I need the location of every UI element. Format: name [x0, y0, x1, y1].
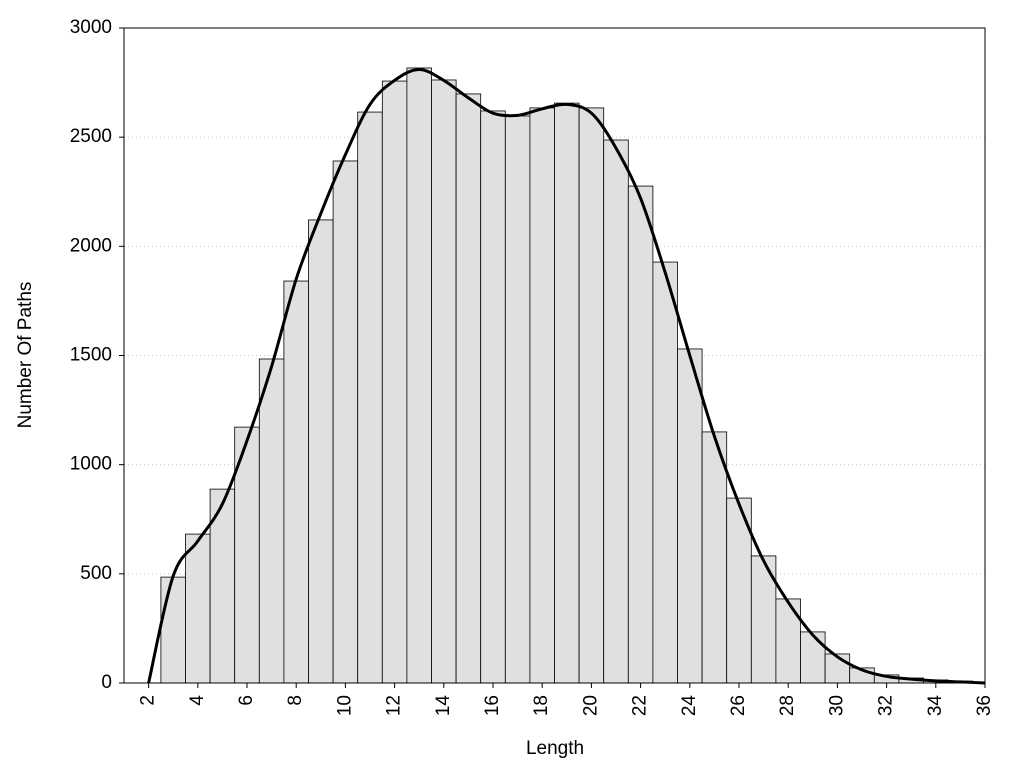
x-tick-label: 10 — [334, 695, 355, 716]
bar — [603, 139, 629, 684]
x-tick-label: 16 — [482, 695, 503, 716]
curve — [147, 67, 986, 685]
bar — [578, 107, 605, 684]
y-tick-label: 2000 — [70, 235, 112, 256]
x-tick-label: 30 — [826, 695, 847, 716]
x-tick-label: 36 — [974, 695, 995, 716]
bar — [308, 219, 334, 684]
x-tick-label: 18 — [531, 695, 552, 716]
y-tick-label: 500 — [80, 563, 112, 584]
bar — [455, 93, 482, 684]
x-tick-label: 28 — [777, 695, 798, 716]
x-tick-label: 6 — [236, 695, 257, 706]
x-tick-label: 32 — [876, 695, 897, 716]
plot-frame — [123, 27, 986, 684]
x-tick-label: 24 — [679, 695, 700, 717]
y-tick-label: 0 — [101, 672, 112, 693]
y-tick-label: 2500 — [70, 126, 112, 147]
bar — [381, 80, 408, 684]
bar — [406, 67, 432, 684]
bar — [800, 631, 826, 684]
bar — [554, 102, 580, 684]
y-tick-label: 1000 — [70, 454, 112, 475]
bar — [357, 111, 383, 684]
bar — [258, 358, 285, 684]
x-tick-label: 12 — [384, 695, 405, 716]
y-axis-label: Number Of Paths — [15, 282, 36, 429]
bar — [677, 348, 703, 684]
x-tick-label: 26 — [728, 695, 749, 716]
bar — [209, 488, 236, 684]
x-tick-label: 4 — [187, 695, 208, 706]
y-tick-label: 3000 — [70, 17, 112, 38]
bar — [160, 576, 186, 684]
bar — [431, 79, 457, 684]
x-tick-label: 2 — [138, 695, 159, 706]
x-axis-label: Length — [526, 738, 584, 759]
bar — [332, 160, 359, 684]
bar — [504, 115, 531, 684]
x-tick-label: 22 — [630, 695, 651, 716]
bar — [652, 261, 678, 684]
bar — [480, 110, 506, 684]
y-tick-label: 1500 — [70, 345, 112, 366]
x-tick-label: 34 — [925, 695, 946, 717]
bar — [627, 185, 654, 684]
bar — [775, 598, 801, 684]
bar — [529, 107, 555, 684]
bar — [185, 533, 211, 684]
x-tick-label: 14 — [433, 695, 454, 717]
x-tick-label: 8 — [285, 695, 306, 706]
x-tick-label: 20 — [580, 695, 601, 716]
bar — [701, 431, 728, 684]
bar — [283, 280, 309, 684]
